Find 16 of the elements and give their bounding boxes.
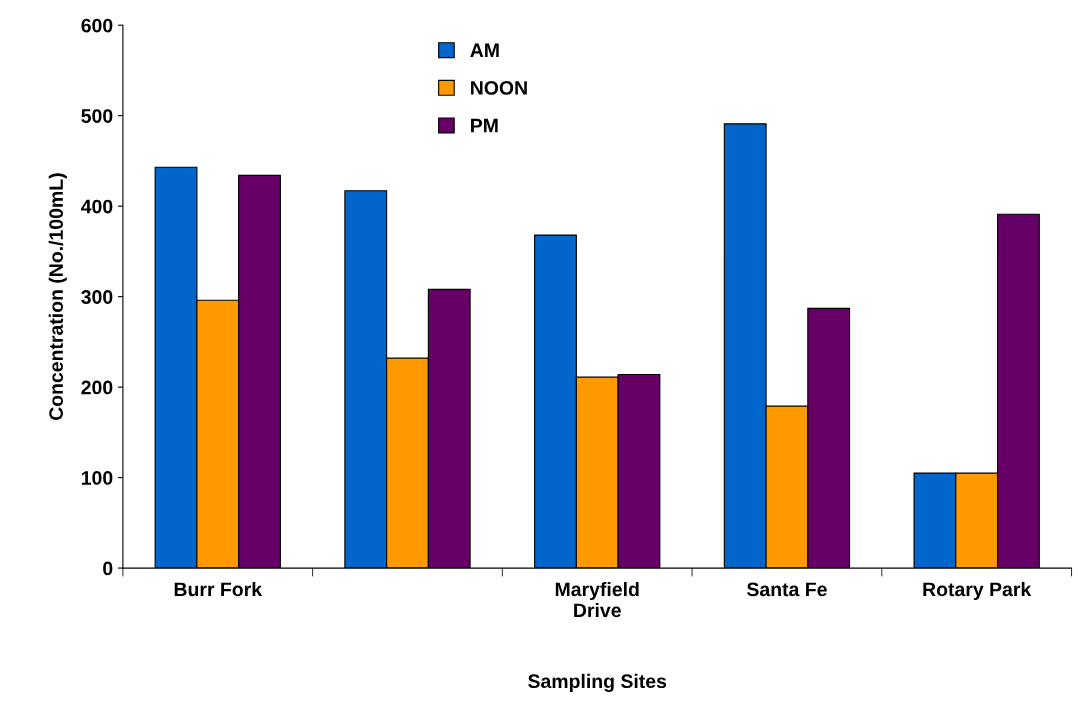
- y-tick-label: 500: [81, 109, 113, 123]
- x-tick-label: Rotary Park: [923, 581, 1032, 601]
- legend-label: NOON: [471, 80, 527, 95]
- y-axis-title: Concentration (No./100mL): [48, 173, 67, 421]
- y-tick-label: 300: [81, 290, 113, 304]
- x-tick-label: Maryfield Drive: [555, 581, 639, 618]
- y-tick-label: 400: [81, 199, 113, 214]
- legend-label: PM: [471, 118, 498, 133]
- x-tick-label: Santa Fe: [746, 582, 827, 597]
- legend-label: AM: [470, 43, 499, 57]
- y-tick-label: 600: [81, 18, 113, 33]
- y-tick-label: 100: [81, 471, 113, 485]
- x-axis-title: Sampling Sites: [528, 673, 667, 693]
- x-tick-label: Burr Fork: [174, 581, 263, 597]
- y-tick-label: 200: [81, 380, 113, 395]
- y-tick-label: 0: [103, 561, 113, 576]
